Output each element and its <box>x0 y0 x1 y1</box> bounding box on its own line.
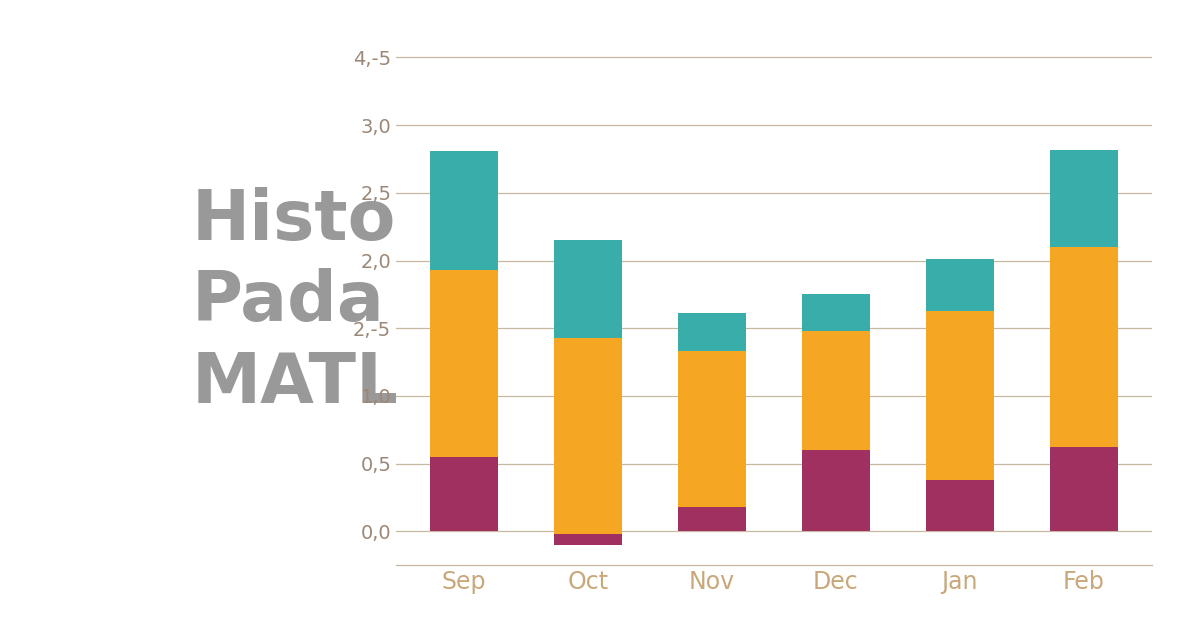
Bar <box>926 311 994 480</box>
Bar <box>926 259 994 311</box>
Text: Pada: Pada <box>192 268 385 335</box>
Bar <box>678 507 746 531</box>
Text: Histogram: Histogram <box>192 186 600 254</box>
Bar <box>1050 447 1118 531</box>
Bar <box>678 313 746 351</box>
Bar <box>802 295 870 331</box>
Bar <box>1050 247 1118 447</box>
Bar <box>430 457 498 531</box>
Bar <box>554 534 622 545</box>
Bar <box>802 450 870 531</box>
Bar <box>678 351 746 507</box>
Bar <box>430 270 498 457</box>
Text: MATLAB: MATLAB <box>192 350 508 416</box>
Bar <box>430 151 498 270</box>
Bar <box>802 331 870 450</box>
Bar <box>1050 149 1118 247</box>
Bar <box>926 480 994 531</box>
Bar <box>554 241 622 338</box>
Bar <box>554 338 622 534</box>
